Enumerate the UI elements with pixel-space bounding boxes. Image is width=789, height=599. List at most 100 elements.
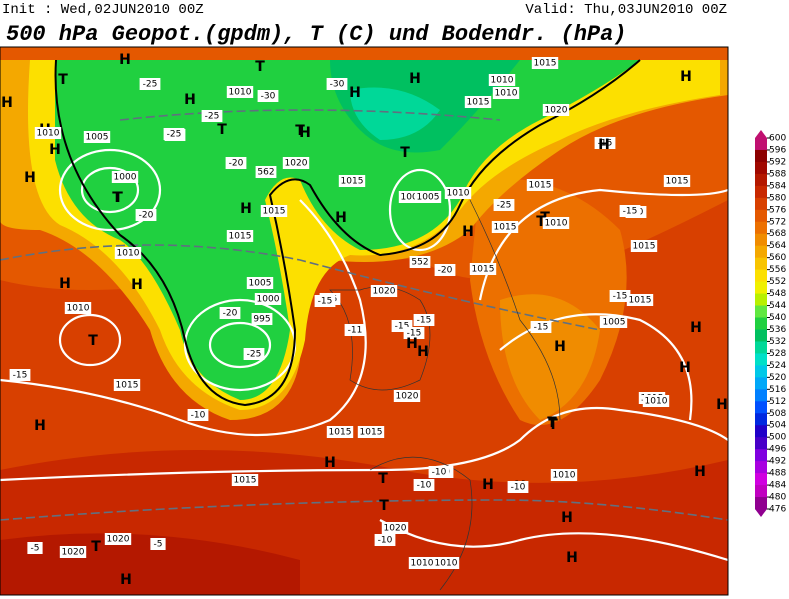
contour-label: 1005 xyxy=(417,193,440,203)
label-box xyxy=(469,263,497,275)
label-box xyxy=(630,240,658,252)
pressure-center: H xyxy=(59,276,71,292)
contour-label: 1015 xyxy=(229,232,252,242)
label-box xyxy=(464,96,492,108)
colorbar-label: 552 xyxy=(769,277,786,287)
colorbar-label: 504 xyxy=(769,421,786,431)
contour-label: -20 xyxy=(438,266,453,276)
label-box xyxy=(413,314,435,326)
label-box xyxy=(314,295,336,307)
colorbar-cell xyxy=(755,461,767,474)
label-box xyxy=(34,127,62,139)
label-box xyxy=(254,293,282,305)
pressure-center: H xyxy=(131,277,143,293)
contour-label: -15 xyxy=(623,207,638,217)
label-box xyxy=(139,78,161,90)
contour-label: 1010 xyxy=(435,559,458,569)
colorbar-cell xyxy=(755,281,767,295)
contour-label: 1010 xyxy=(491,76,514,86)
label-box xyxy=(444,187,472,199)
contour-label: 1000 xyxy=(114,173,137,183)
colorbar-cell xyxy=(755,353,767,366)
contour-label: 1020 xyxy=(373,287,396,297)
contour-label: -15 xyxy=(407,329,422,339)
colorbar-cell xyxy=(755,485,767,498)
colorbar-cell xyxy=(755,449,767,462)
label-box xyxy=(493,199,515,211)
colorbar-label: 592 xyxy=(769,157,786,167)
colorbar-cell xyxy=(755,245,767,259)
pressure-center: T xyxy=(113,190,123,206)
label-box xyxy=(600,316,628,328)
contour-label: -10 xyxy=(417,481,432,491)
contour-label: 1015 xyxy=(472,265,495,275)
contour-label: 1015 xyxy=(529,181,552,191)
contour-label: 1015 xyxy=(467,98,490,108)
colorbar-cell xyxy=(755,293,767,307)
colorbar-top-arrow xyxy=(755,130,767,138)
label-box xyxy=(491,221,519,233)
label-box xyxy=(488,74,516,86)
colorbar-label: 532 xyxy=(769,337,786,347)
contour-label: 552 xyxy=(411,258,428,268)
colorbar-cell xyxy=(755,209,767,223)
contour-label: 1020 xyxy=(384,524,407,534)
colorbar-label: 560 xyxy=(769,253,786,263)
colorbar-cell xyxy=(755,221,767,235)
label-box xyxy=(408,557,436,569)
label-box xyxy=(226,86,254,98)
contour-label: -20 xyxy=(229,159,244,169)
colorbar-label: 488 xyxy=(769,469,786,479)
colorbar-label: 580 xyxy=(769,193,786,203)
label-box xyxy=(507,481,529,493)
label-box xyxy=(219,307,241,319)
label-box xyxy=(434,264,456,276)
contour-label: -10 xyxy=(378,536,393,546)
colorbar-label: 516 xyxy=(769,385,786,395)
pressure-center: T xyxy=(547,415,557,431)
pressure-center: H xyxy=(240,201,252,217)
label-box xyxy=(542,104,570,116)
pressure-center: H xyxy=(119,52,131,68)
pressure-center: T xyxy=(112,190,122,206)
contour-label: 1010 xyxy=(553,471,576,481)
label-box xyxy=(326,426,354,438)
label-box xyxy=(357,426,385,438)
contour-label: 1015 xyxy=(360,428,383,438)
contour-label: 1015 xyxy=(534,59,557,69)
pressure-center: T xyxy=(255,59,265,75)
contour-label: -10 xyxy=(511,483,526,493)
colorbar-cell xyxy=(755,233,767,247)
contour-label: -25 xyxy=(143,80,158,90)
label-box xyxy=(282,157,310,169)
contour-label: 1005 xyxy=(86,133,109,143)
colorbar-cell xyxy=(755,197,767,211)
pressure-center: T xyxy=(217,122,227,138)
pressure-center: T xyxy=(379,498,389,514)
colorbar-label: 572 xyxy=(769,217,786,227)
colorbar-cell xyxy=(755,425,767,438)
colorbar-label: 568 xyxy=(769,229,786,239)
label-box xyxy=(251,313,273,325)
contour-label: -15 xyxy=(417,316,432,326)
label-box xyxy=(642,395,670,407)
label-box xyxy=(428,466,450,478)
label-box xyxy=(255,166,277,178)
label-box xyxy=(163,128,185,140)
colorbar-label: 564 xyxy=(769,241,786,251)
colorbar-cell xyxy=(755,269,767,283)
label-box xyxy=(9,369,31,381)
contour-label: 1020 xyxy=(285,159,308,169)
label-box xyxy=(594,137,616,149)
colorbar-label: 576 xyxy=(769,205,786,215)
contour-label: -30 xyxy=(330,80,345,90)
label-box xyxy=(326,78,348,90)
contour-label: 562 xyxy=(257,168,274,178)
colorbar-label: 548 xyxy=(769,289,786,299)
label-box xyxy=(409,256,431,268)
colorbar-cell xyxy=(755,497,767,510)
pressure-center: T xyxy=(378,471,388,487)
contour-label: -20 xyxy=(139,211,154,221)
contour-label: 1020 xyxy=(396,392,419,402)
contour-label: 1015 xyxy=(629,296,652,306)
